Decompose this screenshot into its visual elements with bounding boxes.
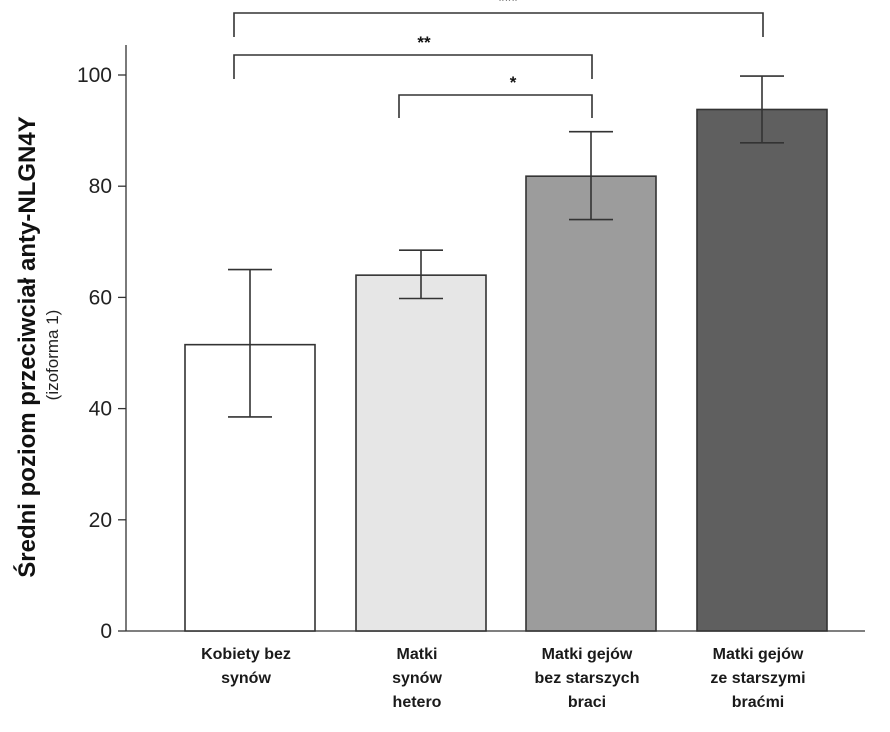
y-tick-label: 80 [89, 175, 112, 198]
x-category-label-line: Matki [397, 646, 438, 663]
significance-brackets: ****** [233, 0, 764, 118]
x-category-label: Matki gejów ze starszymi braćmi [710, 646, 805, 711]
significance-label: ** [417, 33, 431, 52]
significance-label: *** [498, 0, 518, 10]
x-category-labels: Kobiety bez synów Matki synów hetero Matki ge… [201, 646, 805, 711]
x-category-label-line: braćmi [732, 694, 784, 711]
x-category-label: Kobiety bez synów [201, 646, 291, 687]
x-category-label-line: ze starszymi [710, 670, 805, 687]
y-axis-title: Średni poziom przeciwciał anty-NLGN4Y [13, 116, 41, 577]
error-bars [228, 75, 784, 418]
significance-label: * [510, 73, 517, 92]
y-tick-label: 60 [89, 286, 112, 309]
bar [696, 108, 828, 632]
x-category-label-line: Kobiety bez [201, 646, 291, 663]
x-category-label-line: bez starszych [535, 670, 640, 687]
x-category-label-line: Matki gejów [542, 646, 633, 663]
bar [355, 274, 487, 632]
bar [525, 175, 657, 632]
significance-bracket [233, 54, 593, 79]
x-category-label-line: Matki gejów [713, 646, 804, 663]
x-category-label-line: hetero [393, 694, 442, 711]
x-category-label: Matki synów hetero [392, 646, 442, 711]
x-category-label-line: synów [221, 670, 271, 687]
y-tick-label: 20 [89, 509, 112, 532]
y-tick-label: 40 [89, 398, 112, 421]
x-category-label-line: synów [392, 670, 442, 687]
significance-bracket [233, 12, 764, 37]
y-tick-label: 100 [77, 64, 112, 87]
x-category-label-line: braci [568, 694, 606, 711]
y-tick-label: 0 [100, 620, 112, 643]
x-category-label: Matki gejów bez starszych braci [535, 646, 640, 711]
bars [184, 108, 828, 632]
y-axis-title-group: Średni poziom przeciwciał anty-NLGN4Y (i… [13, 116, 62, 577]
significance-bracket [398, 94, 593, 118]
y-axis-subtitle: (izoforma 1) [43, 310, 62, 401]
